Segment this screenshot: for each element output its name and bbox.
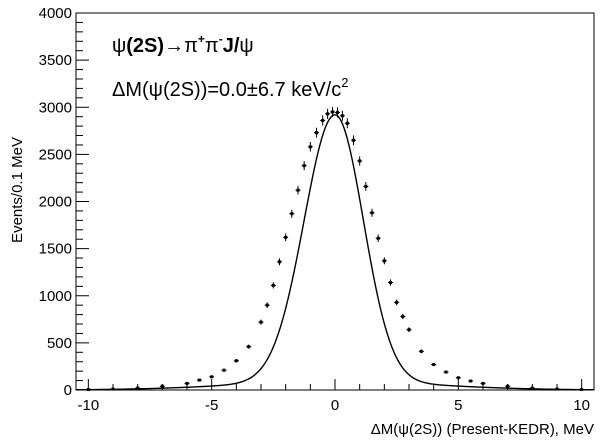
y-tick-label: 1000	[39, 288, 72, 305]
y-tick-label: 2500	[39, 146, 72, 163]
data-point	[468, 379, 474, 383]
fit-curve-layer	[75, 114, 595, 391]
data-point	[418, 349, 424, 354]
data-point	[330, 106, 336, 118]
annot-shift-text: ΔM(ψ(2S))=0.0±6.7 keV/c	[112, 79, 341, 101]
data-point	[184, 381, 190, 385]
x-tick-label: 10	[573, 397, 590, 414]
data-point	[307, 142, 313, 152]
annot-shift-sup: 2	[341, 75, 348, 90]
y-tick-label: 0	[64, 382, 72, 399]
data-points-layer	[85, 106, 585, 392]
data-point	[314, 127, 319, 138]
data-point	[344, 118, 350, 129]
annot-state: (2S)	[126, 35, 164, 57]
annot-jpsi: J/	[223, 35, 240, 57]
data-point	[351, 135, 356, 146]
data-point	[289, 209, 295, 218]
annot-plus: +	[198, 32, 205, 46]
annot-pi1: π	[184, 35, 198, 57]
data-point	[221, 368, 227, 372]
annot-pi2: π	[205, 35, 219, 57]
data-point	[480, 381, 486, 385]
plot-frame	[75, 12, 595, 391]
annotation-shift: ΔM(ψ(2S))=0.0±6.7 keV/c2	[112, 75, 348, 101]
x-tick-label: -5	[205, 397, 218, 414]
y-axis-ticks: 0 500 1000 1500 2000 2500 3000 3500 4000	[39, 5, 89, 399]
x-tick-label: -10	[77, 397, 99, 414]
data-point	[375, 234, 381, 243]
data-point	[277, 258, 282, 266]
fit-curve	[75, 114, 595, 391]
data-point	[110, 387, 116, 391]
data-point	[579, 388, 585, 392]
y-tick-label: 1500	[39, 241, 72, 258]
x-tick-label: 0	[331, 397, 339, 414]
data-point	[369, 208, 375, 217]
data-point	[246, 344, 252, 349]
annotation-process: ψ(2S)→π+π-J/ψ	[112, 32, 254, 57]
data-point	[320, 115, 326, 126]
data-point	[400, 313, 406, 320]
data-point	[301, 161, 307, 171]
data-point	[443, 370, 449, 374]
y-tick-label: 3500	[39, 52, 72, 69]
data-point	[264, 302, 270, 309]
data-point	[529, 386, 535, 390]
data-point	[334, 107, 340, 118]
data-point	[431, 363, 437, 367]
y-tick-label: 3000	[39, 99, 72, 116]
data-point	[455, 376, 461, 380]
data-point	[394, 299, 400, 306]
x-axis-ticks: -10 -5 0 5 10	[77, 379, 590, 414]
data-point	[85, 388, 91, 392]
data-point	[258, 319, 264, 325]
data-point	[554, 387, 560, 391]
y-tick-label: 500	[47, 335, 72, 352]
data-point	[135, 386, 141, 390]
data-point	[357, 156, 363, 166]
y-tick-label: 4000	[39, 5, 72, 22]
x-axis-title: ΔM(ψ(2S)) (Present-KEDR), MeV	[371, 421, 594, 438]
data-point	[339, 110, 345, 121]
data-point	[196, 378, 202, 382]
annot-minus: -	[219, 32, 223, 46]
data-point	[406, 327, 412, 333]
annot-psi: ψ	[112, 35, 126, 57]
x-tick-label: 5	[454, 397, 462, 414]
annot-arrow: →	[164, 35, 184, 57]
annot-psi2: ψ	[239, 35, 253, 57]
data-point	[363, 182, 369, 191]
y-axis-title: Events/0.1 MeV	[9, 137, 26, 243]
data-point	[325, 108, 331, 119]
data-point	[159, 384, 165, 388]
data-point	[283, 233, 289, 242]
data-point	[209, 375, 215, 379]
data-point	[233, 359, 239, 363]
data-point	[388, 279, 393, 286]
data-point	[295, 185, 301, 195]
y-tick-label: 2000	[39, 194, 72, 211]
data-point	[505, 384, 511, 388]
data-point	[270, 282, 276, 289]
data-point	[381, 257, 387, 265]
